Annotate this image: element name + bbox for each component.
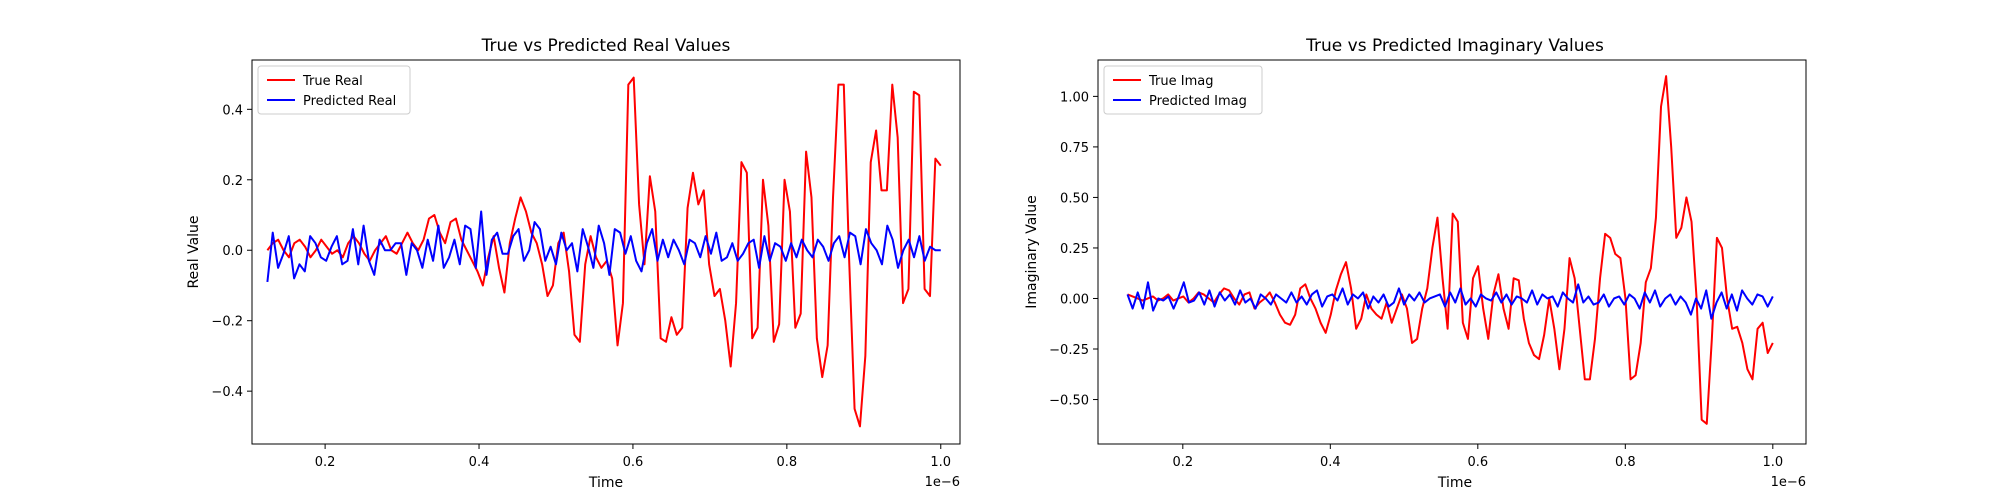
x-tick-label: 0.6 (1467, 455, 1488, 470)
chart-marks (266, 76, 942, 428)
x-tick-label: 0.4 (1320, 455, 1341, 470)
legend: True Real Predicted Real (257, 65, 411, 115)
y-axis-ticks: −0.50 −0.25 0.00 0.25 0.50 0.75 1.00 (1049, 90, 1098, 409)
x-axis-offset-text: 1e−6 (1771, 475, 1806, 490)
series-line-true (1127, 75, 1774, 425)
x-axis-ticks: 0.2 0.4 0.6 0.8 1.0 (1172, 444, 1783, 470)
x-tick-label: 0.4 (469, 455, 490, 470)
y-tick-label: 1.00 (1060, 90, 1089, 105)
y-tick-label: −0.25 (1049, 343, 1089, 358)
x-axis-offset-text: 1e−6 (925, 475, 960, 490)
x-tick-label: 1.0 (930, 455, 951, 470)
legend-box (1103, 65, 1263, 115)
y-axis-label: Real Value (186, 215, 202, 288)
x-tick-label: 0.8 (777, 455, 798, 470)
legend-label-true: True Imag (1148, 74, 1213, 89)
legend-box (257, 65, 411, 115)
y-axis-ticks: −0.4 −0.2 0.0 0.2 0.4 (211, 103, 252, 400)
y-tick-label: 0.4 (222, 103, 243, 118)
chart-real: True vs Predicted Real Values 0.2 0.4 0.6 0… (186, 36, 961, 491)
x-axis-label: Time (588, 475, 623, 491)
x-tick-label: 1.0 (1762, 455, 1783, 470)
x-tick-label: 0.2 (1172, 455, 1193, 470)
plot-frame (251, 59, 961, 445)
chart-title: True vs Predicted Real Values (481, 36, 731, 56)
x-tick-label: 0.6 (623, 455, 644, 470)
legend-label-true: True Real (302, 74, 363, 89)
x-tick-label: 0.8 (1615, 455, 1636, 470)
y-tick-label: 0.50 (1060, 191, 1089, 206)
y-tick-label: 0.0 (222, 244, 243, 259)
chart-marks (1126, 75, 1774, 425)
chart-imaginary: True vs Predicted Imaginary Values 0.2 0.… (1024, 36, 1807, 491)
legend-label-predicted: Predicted Real (303, 94, 396, 109)
x-axis-label: Time (1437, 475, 1472, 491)
legend: True Imag Predicted Imag (1103, 65, 1263, 115)
y-tick-label: 0.00 (1060, 292, 1089, 307)
y-tick-label: 0.75 (1060, 141, 1089, 156)
plot-frame (1097, 59, 1807, 445)
y-tick-label: −0.2 (211, 315, 243, 330)
chart-title: True vs Predicted Imaginary Values (1305, 36, 1604, 56)
y-tick-label: −0.4 (211, 385, 243, 400)
x-axis-ticks: 0.2 0.4 0.6 0.8 1.0 (315, 444, 951, 470)
series-line-predicted (266, 210, 941, 283)
legend-label-predicted: Predicted Imag (1149, 94, 1247, 109)
y-axis-label: Imaginary Value (1024, 195, 1040, 309)
y-tick-label: 0.2 (222, 174, 243, 189)
series-line-predicted (1126, 281, 1774, 320)
y-tick-label: −0.50 (1049, 394, 1089, 409)
x-tick-label: 0.2 (315, 455, 336, 470)
y-tick-label: 0.25 (1060, 242, 1089, 257)
